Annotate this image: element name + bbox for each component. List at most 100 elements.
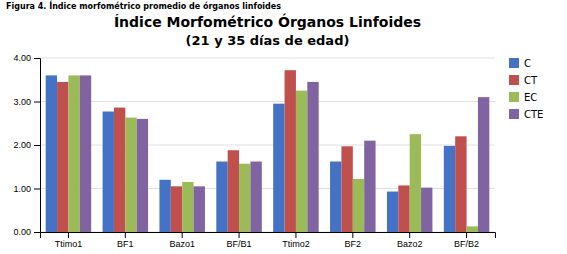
tick-mark [34, 102, 40, 103]
tick: BF/B2 [454, 232, 479, 249]
tick-mark [409, 232, 410, 238]
bar [114, 108, 125, 232]
tick: Bazo2 [397, 232, 423, 249]
bar [410, 134, 421, 232]
legend-swatch [509, 92, 519, 102]
tick-label: BF1 [117, 239, 134, 249]
legend-label: EC [524, 92, 537, 103]
subtitle: (21 y 35 días de edad) [186, 33, 350, 48]
series [68, 75, 478, 232]
tick-label: Ttimo2 [282, 239, 310, 249]
tick: 1.00 [13, 184, 40, 194]
bar [364, 141, 375, 232]
bar [307, 82, 318, 232]
legend-item: C [509, 58, 531, 69]
bar [273, 104, 284, 232]
bar [296, 91, 307, 232]
bar [444, 146, 455, 232]
tick-mark [295, 232, 296, 238]
bar [68, 75, 79, 232]
tick-mark [68, 232, 69, 238]
tick-mark [182, 232, 183, 238]
tick: Bazo1 [169, 232, 195, 249]
tick-label: 1.00 [13, 184, 31, 194]
bar [239, 164, 250, 232]
tick-mark [352, 232, 353, 238]
bar [182, 182, 193, 232]
tick-mark [466, 232, 467, 238]
bar [478, 97, 489, 232]
legend-item: EC [509, 92, 537, 103]
tick: 2.00 [13, 140, 40, 150]
figure-label: Figura 4. Índice morfométrico promedio d… [6, 0, 281, 11]
tick: BF2 [345, 232, 362, 249]
tick-label: 0.00 [13, 227, 31, 237]
tick-label: Bazo1 [169, 239, 195, 249]
title: Índice Morfométrico Órganos Linfoides [114, 13, 421, 30]
legend-item: CT [509, 75, 538, 86]
tick-mark [34, 145, 40, 146]
bar [57, 82, 68, 232]
tick: Ttimo2 [282, 232, 310, 249]
legend-label: C [524, 58, 531, 69]
tick-mark [239, 232, 240, 238]
legend-label: CT [524, 75, 538, 86]
bar [341, 146, 352, 232]
series [46, 75, 456, 232]
bar [285, 70, 296, 232]
legend-label: CTE [524, 109, 543, 120]
tick-label: 3.00 [13, 97, 31, 107]
bars [46, 70, 490, 232]
tick-label: BF2 [345, 239, 362, 249]
grid-line [40, 58, 495, 59]
tick-label: Bazo2 [397, 239, 423, 249]
tick-label: BF/B1 [227, 239, 252, 249]
bar [103, 112, 114, 232]
bar [455, 136, 466, 232]
tick-mark [34, 232, 40, 233]
bar [46, 75, 57, 232]
bar [421, 188, 432, 232]
tick: BF1 [117, 232, 134, 249]
axis-domain [34, 59, 41, 233]
tick: 0.00 [13, 227, 40, 237]
legend-swatch [509, 109, 519, 119]
tick: Ttimo1 [55, 232, 83, 249]
tick: 3.00 [13, 97, 40, 107]
series [57, 70, 467, 232]
bar [353, 179, 364, 232]
tick-label: 2.00 [13, 140, 31, 150]
bar [228, 150, 239, 232]
bar [125, 118, 136, 232]
tick: BF/B1 [227, 232, 252, 249]
bar [330, 162, 341, 232]
legend-item: CTE [509, 109, 543, 120]
tick-mark [34, 58, 40, 59]
tick: 4.00 [13, 53, 40, 63]
grid-line [40, 101, 495, 102]
bar [159, 180, 170, 232]
tick-mark [125, 232, 126, 238]
bar [137, 119, 148, 232]
grid [40, 58, 495, 232]
axis-domain [41, 233, 496, 239]
tick-label: 4.00 [13, 53, 31, 63]
legend-swatch [509, 58, 519, 68]
bar [194, 186, 205, 232]
bar [80, 75, 91, 232]
tick-label: BF/B2 [454, 239, 479, 249]
bar [171, 186, 182, 232]
tick-label: Ttimo1 [55, 239, 83, 249]
x-axis: Ttimo1 BF1 Bazo1 BF/B1 Ttimo2 BF2 Bazo2 BF/B2 [41, 232, 496, 249]
legend-swatch [509, 75, 519, 85]
chart: Figura 4. Índice morfométrico promedio d… [0, 0, 567, 254]
bar [250, 162, 261, 232]
legend: C CT EC CTE [509, 58, 543, 120]
plot: 0.001.002.003.004.00Ttimo1BF1Bazo1BF/B1T… [13, 53, 495, 249]
series [80, 75, 490, 232]
y-axis: 0.00 1.00 2.00 3.00 4.00 [13, 53, 40, 237]
bar [398, 185, 409, 232]
bar [216, 162, 227, 232]
bar [387, 192, 398, 232]
bar [467, 226, 478, 232]
